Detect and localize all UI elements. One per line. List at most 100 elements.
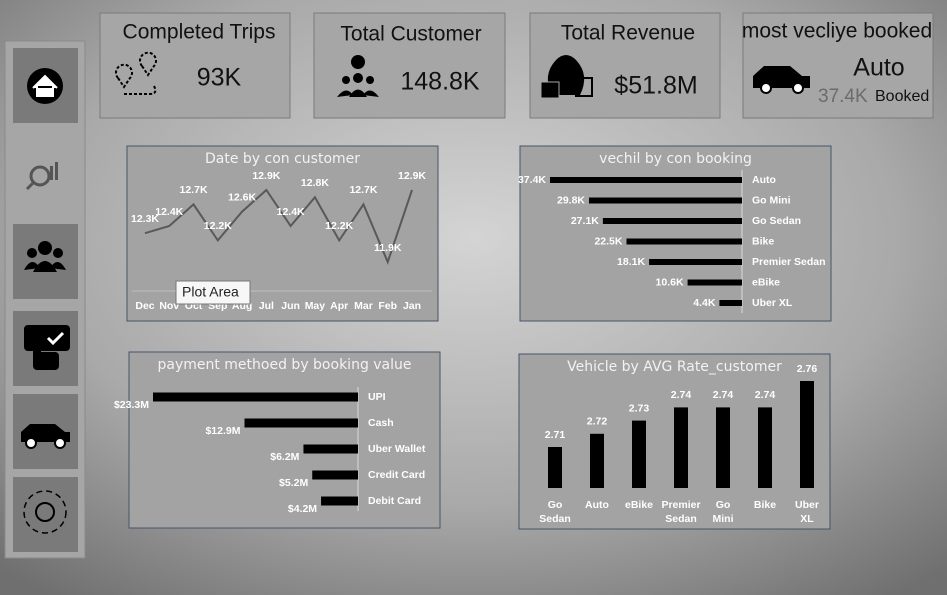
kpi-value: $51.8M — [614, 72, 697, 100]
chart-panel — [128, 351, 441, 529]
y-tick-label: Cash — [368, 417, 394, 429]
x-tick-label: May — [305, 300, 326, 312]
data-label: 12.2K — [325, 220, 353, 232]
x-tick-label: Jan — [403, 300, 421, 312]
chart-panel — [519, 145, 832, 322]
y-tick-label: Uber Wallet — [368, 443, 426, 455]
chart-title: vechil by con booking — [599, 151, 752, 167]
kpi-card: Total Revenue $51.8M — [529, 12, 721, 119]
kpi-count: 37.4K — [818, 86, 868, 107]
chart-panel — [126, 145, 439, 322]
chart-title: Date by con customer — [205, 151, 360, 167]
data-label: 12.3K — [131, 213, 159, 225]
y-tick-label: Bike — [752, 235, 774, 247]
bar — [589, 197, 742, 204]
data-label: 2.74 — [671, 389, 692, 401]
x-tick-label: Bike — [754, 499, 776, 511]
data-label: 12.7K — [180, 184, 208, 196]
kpi-title: Total Revenue — [561, 22, 695, 45]
kpi-card: Total Customer 148.8K — [313, 12, 506, 119]
x-tick-label: Dec — [135, 300, 154, 312]
bar — [244, 418, 358, 428]
kpi-title: most vecliye booked — [742, 20, 932, 43]
bar — [321, 496, 358, 506]
y-tick-label: Go Sedan — [752, 215, 801, 227]
data-label: 4.4K — [693, 297, 716, 309]
data-label: 12.9K — [398, 170, 426, 182]
x-tick-label: Mar — [354, 300, 373, 312]
line — [144, 188, 413, 265]
data-label: $5.2M — [279, 477, 308, 489]
data-label: 12.9K — [252, 170, 280, 182]
kpi-title: Total Customer — [340, 23, 481, 46]
kpi-value: Auto — [853, 54, 904, 82]
kpi-card: most vecliye booked Auto 37.4K Booked — [742, 12, 934, 119]
bar — [153, 392, 358, 402]
x-tick-label: Go Mini — [713, 499, 734, 525]
chart-title: payment methoed by booking value — [157, 357, 411, 373]
data-label: $4.2M — [288, 503, 317, 515]
y-tick-label: Go Mini — [752, 194, 791, 206]
x-tick-label: eBike — [625, 499, 653, 511]
data-label: 2.74 — [713, 389, 734, 401]
data-label: 12.4K — [155, 206, 183, 218]
data-label: 12.4K — [277, 206, 305, 218]
bar — [800, 381, 814, 488]
data-label: $6.2M — [270, 451, 299, 463]
x-tick-label: Uber XL — [795, 499, 819, 525]
data-label: 2.72 — [587, 416, 608, 428]
nav-payment[interactable] — [13, 477, 78, 552]
data-label: 2.71 — [545, 429, 566, 441]
x-tick-label: Auto — [585, 499, 609, 511]
bar — [716, 407, 730, 488]
bar — [674, 407, 688, 488]
nav-analysis[interactable] — [13, 135, 78, 210]
data-label: 27.1K — [571, 215, 599, 227]
tooltip-box — [175, 280, 251, 305]
chart: Date by con customer 12.3K Dec 12.4K Nov 12.7… — [126, 145, 439, 322]
y-tick-label: Credit Card — [368, 469, 425, 481]
data-label: 37.4K — [518, 174, 546, 186]
bar — [303, 444, 358, 454]
data-label: 12.2K — [204, 220, 232, 232]
bar — [550, 177, 742, 183]
data-label: 11.9K — [374, 242, 402, 254]
x-tick-label: Apr — [330, 300, 348, 312]
data-label: 2.74 — [755, 389, 776, 401]
y-tick-label: Uber XL — [752, 297, 793, 309]
data-label: 2.76 — [797, 363, 818, 375]
bar — [312, 470, 358, 480]
bar — [758, 407, 772, 488]
y-tick-label: Premier Sedan — [752, 256, 826, 268]
bar — [687, 279, 742, 286]
chart: vechil by con booking 37.4K Auto 29.8K Go Mi… — [518, 145, 832, 322]
bar — [548, 447, 562, 488]
chart: payment methoed by booking value $23.3M UP… — [114, 351, 441, 529]
kpi-title: Completed Trips — [123, 21, 276, 44]
data-label: 22.5K — [594, 235, 622, 247]
x-tick-label: Jun — [281, 300, 300, 312]
bar — [590, 433, 604, 488]
y-tick-label: eBike — [752, 276, 780, 288]
bar — [649, 259, 742, 265]
data-label: $23.3M — [114, 399, 149, 411]
tooltip: Plot Area — [182, 284, 239, 300]
x-tick-label: Feb — [378, 300, 397, 312]
data-label: 29.8K — [557, 194, 585, 206]
data-label: 2.73 — [629, 402, 650, 414]
x-tick-label: Jul — [259, 300, 274, 312]
x-tick-label: Nov — [159, 300, 179, 312]
data-label: 18.1K — [617, 256, 645, 268]
bar — [626, 238, 742, 245]
bar — [602, 218, 742, 224]
chart-title: Vehicle by AVG Rate_customer — [567, 359, 782, 375]
x-tick-label: Premier Sedan — [661, 499, 700, 525]
sidebar — [4, 40, 86, 559]
data-label: 12.8K — [301, 177, 329, 189]
data-label: 12.7K — [349, 184, 377, 196]
data-label: 10.6K — [656, 276, 684, 288]
chart: Vehicle by AVG Rate_customer 2.71 Go Sedan 2… — [518, 353, 831, 530]
kpi-card: Completed Trips 93K — [99, 12, 291, 119]
kpi-note: Booked — [875, 88, 929, 105]
